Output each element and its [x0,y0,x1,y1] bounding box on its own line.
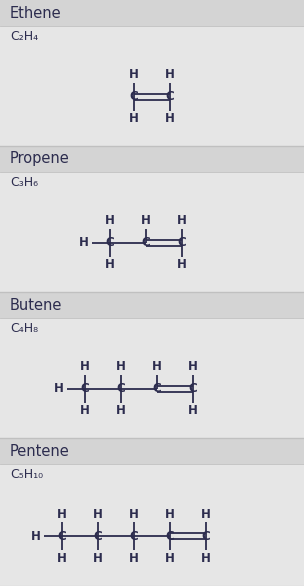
Text: C: C [81,383,89,396]
Text: Propene: Propene [10,152,70,166]
Text: Pentene: Pentene [10,444,70,458]
Bar [0,26,304,48]
Text: H: H [105,258,115,271]
Text: H: H [177,258,187,271]
Text: H: H [188,360,198,373]
Text: H: H [31,530,41,543]
Text: H: H [129,507,139,520]
Text: H: H [165,69,175,81]
Text: C: C [130,90,138,104]
Text: H: H [93,507,103,520]
Text: H: H [201,551,211,564]
Text: C₄H₈: C₄H₈ [10,322,38,336]
Bar [0,318,304,340]
Text: C₃H₆: C₃H₆ [10,176,38,189]
Text: H: H [116,404,126,417]
Text: H: H [116,360,126,373]
Text: C: C [166,530,174,543]
Text: C: C [130,530,138,543]
Text: C: C [58,530,66,543]
Text: H: H [57,551,67,564]
Text: C: C [117,383,125,396]
Bar [0,146,304,172]
Text: H: H [201,507,211,520]
Text: C: C [94,530,102,543]
Text: H: H [188,404,198,417]
Bar [0,0,304,26]
Bar [0,438,304,464]
Text: C: C [105,237,114,250]
Text: H: H [93,551,103,564]
Text: H: H [165,113,175,125]
Text: H: H [129,113,139,125]
Text: H: H [80,404,90,417]
Text: H: H [79,237,89,250]
Text: Butene: Butene [10,298,62,312]
Text: C: C [166,90,174,104]
Text: H: H [80,360,90,373]
Text: H: H [141,214,151,227]
Text: H: H [54,383,64,396]
Bar [0,464,304,486]
Text: H: H [165,507,175,520]
Text: Ethene: Ethene [10,5,62,21]
Text: H: H [129,69,139,81]
Text: H: H [105,214,115,227]
Text: C: C [188,383,197,396]
Bar [0,172,304,194]
Text: C₂H₄: C₂H₄ [10,30,38,43]
Text: C: C [142,237,150,250]
Text: H: H [152,360,162,373]
Text: C: C [202,530,210,543]
Text: H: H [57,507,67,520]
Text: H: H [177,214,187,227]
Text: H: H [129,551,139,564]
Text: H: H [165,551,175,564]
Text: C₅H₁₀: C₅H₁₀ [10,468,43,482]
Text: C: C [178,237,186,250]
Text: C: C [153,383,161,396]
Bar [0,292,304,318]
